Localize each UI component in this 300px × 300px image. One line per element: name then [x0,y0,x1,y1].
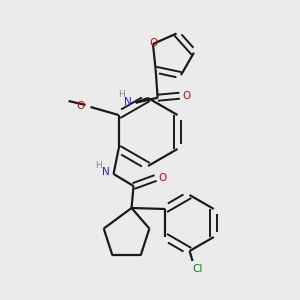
Text: H: H [118,90,125,99]
Text: O: O [158,173,167,183]
Text: O: O [76,101,85,111]
Text: O: O [150,38,158,48]
Text: N: N [102,167,110,177]
Text: H: H [95,160,102,169]
Text: O: O [182,91,191,101]
Text: Cl: Cl [192,264,203,274]
Text: N: N [124,97,131,107]
